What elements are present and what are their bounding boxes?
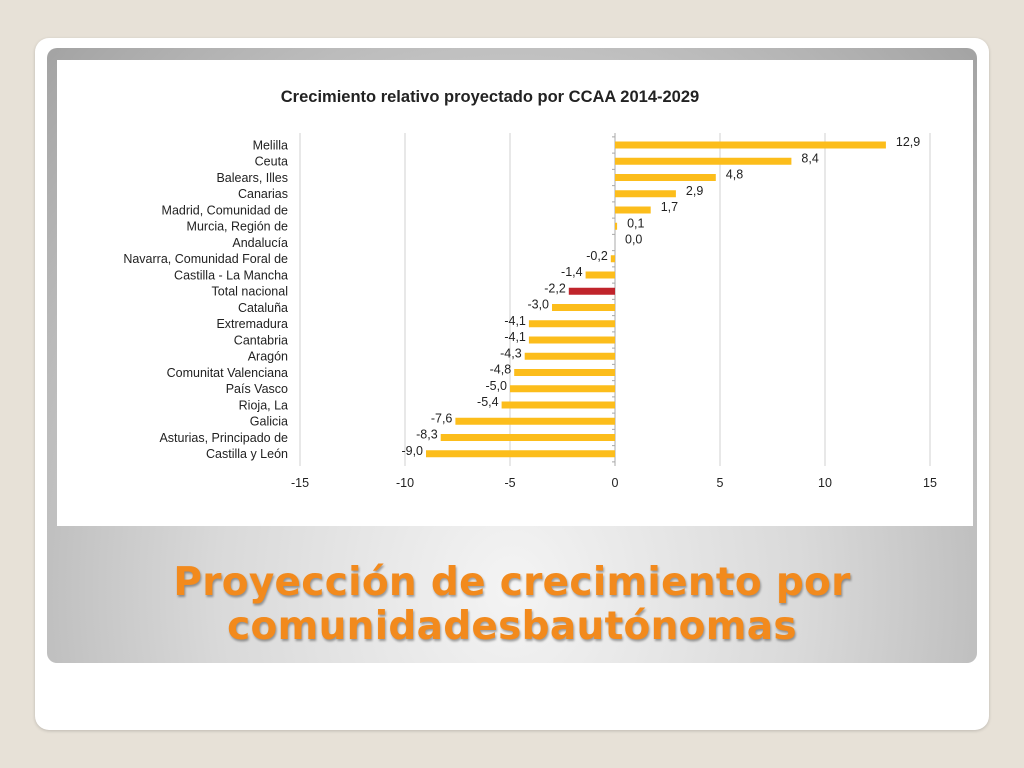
category-label: Navarra, Comunidad Foral de — [123, 252, 288, 266]
category-labels: Melilla Ceuta Balears, Illes Canarias Madrid… — [123, 138, 288, 461]
bar — [510, 385, 615, 393]
bar — [615, 222, 618, 230]
slide: Crecimiento relativo proyectado por CCAA… — [35, 38, 989, 730]
bar — [615, 190, 676, 198]
value-label: -4,1 — [504, 330, 526, 344]
value-label: 0,0 — [625, 233, 642, 247]
value-label: -3,0 — [527, 298, 549, 312]
value-label: 8,4 — [801, 151, 818, 165]
category-label: Ceuta — [255, 155, 288, 169]
bar — [615, 141, 886, 149]
slide-title-line-2: comunidadesbautónomas — [227, 604, 797, 649]
bar — [610, 255, 615, 263]
category-label: Castilla - La Mancha — [174, 268, 288, 282]
x-tick-label: -5 — [504, 476, 515, 490]
x-axis-ticks: -15 -10 -5 0 5 10 15 — [291, 476, 937, 490]
category-label: Balears, Illes — [216, 171, 288, 185]
bar-chart: Crecimiento relativo proyectado por CCAA… — [123, 88, 937, 490]
slide-title: Proyección de crecimiento por comunidade… — [47, 561, 977, 649]
category-label: Castilla y León — [206, 447, 288, 461]
value-label: -5,0 — [485, 379, 507, 393]
category-label: Cataluña — [238, 301, 288, 315]
category-label: País Vasco — [226, 382, 288, 396]
value-label: -7,6 — [431, 411, 453, 425]
bar — [552, 304, 615, 311]
category-label: Murcia, Región de — [187, 220, 288, 234]
category-label: Total nacional — [212, 285, 288, 299]
value-label: -4,1 — [504, 314, 526, 328]
bar — [455, 417, 615, 425]
value-label: -4,8 — [490, 363, 512, 377]
category-label: Extremadura — [216, 317, 288, 331]
value-labels: 12,98,44,82,91,70,10,0-0,2-1,4-2,2-3,0-4… — [401, 135, 920, 458]
category-label: Madrid, Comunidad de — [162, 203, 289, 217]
category-label: Galicia — [250, 415, 288, 429]
value-label: -1,4 — [561, 265, 583, 279]
value-label: -2,2 — [544, 281, 566, 295]
x-tick-label: 10 — [818, 476, 832, 490]
bar — [501, 401, 615, 409]
x-tick-label: -10 — [396, 476, 414, 490]
bar — [615, 157, 792, 165]
category-label: Melilla — [253, 138, 288, 152]
x-tick-label: 5 — [717, 476, 724, 490]
value-label: -8,3 — [416, 428, 438, 442]
bar — [615, 174, 716, 181]
chart-bars — [426, 141, 886, 458]
content-panel: Crecimiento relativo proyectado por CCAA… — [47, 48, 977, 663]
value-label: 0,1 — [627, 216, 644, 230]
x-tick-label: 0 — [612, 476, 619, 490]
chart-title: Crecimiento relativo proyectado por CCAA… — [281, 88, 699, 106]
value-label: -4,3 — [500, 346, 522, 360]
bar — [514, 369, 615, 376]
category-label: Andalucía — [232, 236, 288, 250]
bar — [426, 450, 615, 458]
bar — [585, 271, 615, 279]
category-label: Rioja, La — [239, 398, 288, 412]
slide-title-line-1: Proyección de crecimiento por — [173, 560, 851, 605]
x-tick-label: -15 — [291, 476, 309, 490]
category-label: Aragón — [248, 350, 288, 364]
x-tick-label: 15 — [923, 476, 937, 490]
bar — [615, 206, 651, 214]
bar — [528, 320, 615, 328]
bar — [440, 434, 615, 441]
category-label: Comunitat Valenciana — [167, 366, 288, 380]
bar — [568, 287, 615, 295]
value-label: 2,9 — [686, 184, 703, 198]
category-label: Canarias — [238, 187, 288, 201]
bar — [528, 336, 615, 344]
value-label: -5,4 — [477, 395, 499, 409]
value-label: 4,8 — [726, 168, 743, 182]
category-label: Asturias, Principado de — [159, 431, 288, 445]
value-label: 12,9 — [896, 135, 920, 149]
chart-area: Crecimiento relativo proyectado por CCAA… — [57, 60, 973, 526]
value-label: -0,2 — [586, 249, 608, 263]
value-label: 1,7 — [661, 200, 678, 214]
value-label: -9,0 — [401, 444, 423, 458]
category-label: Cantabria — [234, 333, 288, 347]
chart-grid — [299, 133, 931, 466]
bar — [524, 352, 615, 360]
